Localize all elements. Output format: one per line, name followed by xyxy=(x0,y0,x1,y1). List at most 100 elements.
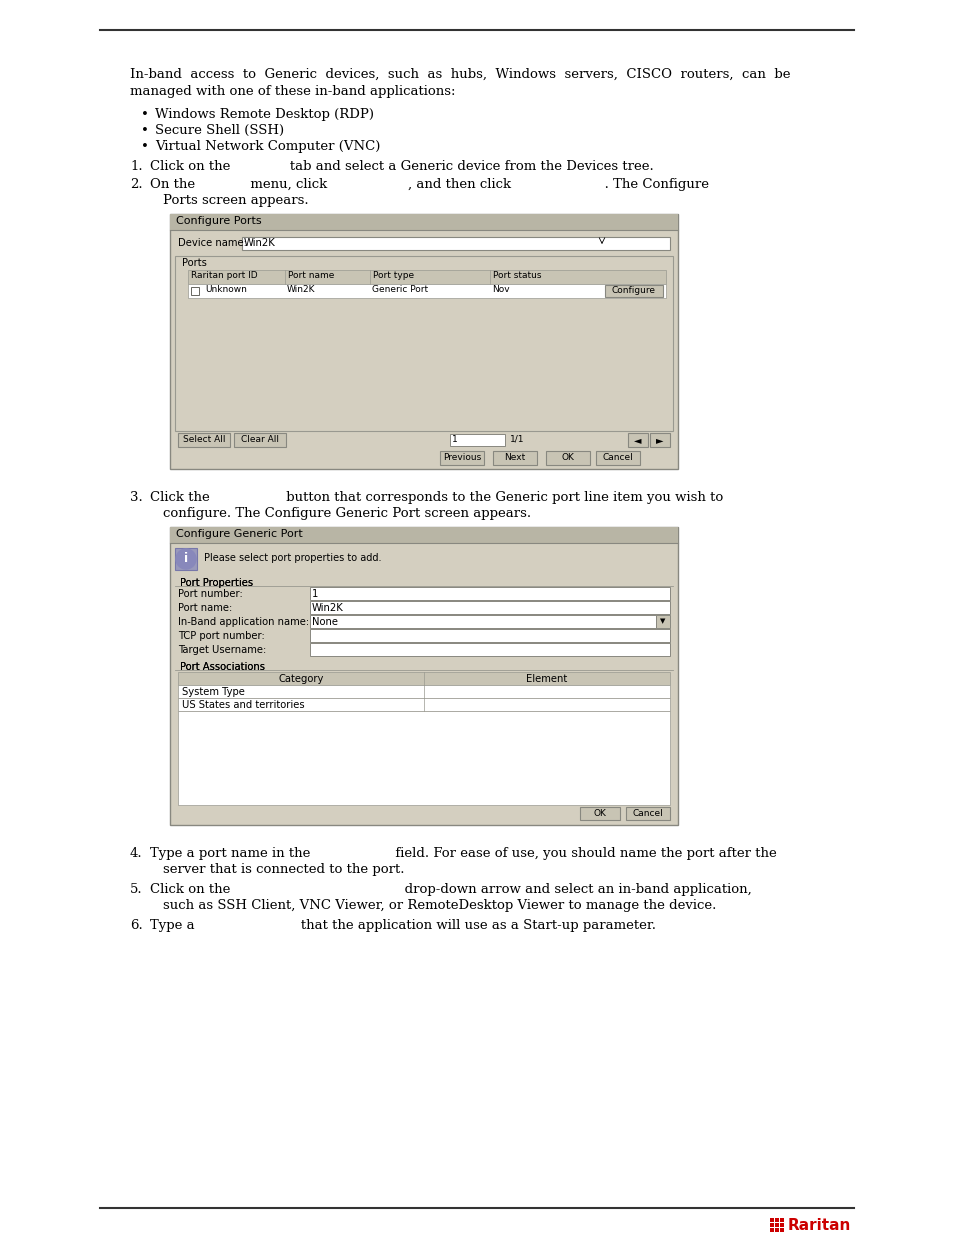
Text: Port name:: Port name: xyxy=(178,603,232,613)
Bar xyxy=(178,577,255,587)
Bar xyxy=(596,451,639,466)
Text: i: i xyxy=(184,552,188,564)
Bar xyxy=(178,672,669,685)
Bar xyxy=(625,806,669,820)
Bar xyxy=(545,451,589,466)
Text: Ports screen appears.: Ports screen appears. xyxy=(163,194,309,207)
Text: Unknown: Unknown xyxy=(205,285,247,294)
Bar xyxy=(310,587,669,600)
Text: Configure Ports: Configure Ports xyxy=(175,216,261,226)
Bar xyxy=(780,1223,783,1228)
Text: managed with one of these in-band applications:: managed with one of these in-band applic… xyxy=(130,85,455,98)
Text: Element: Element xyxy=(526,674,567,684)
Bar xyxy=(769,1223,773,1228)
Text: Secure Shell (SSH): Secure Shell (SSH) xyxy=(154,124,284,137)
Text: Port Properties: Port Properties xyxy=(180,578,253,588)
Text: 1.: 1. xyxy=(130,161,143,173)
Text: Select All: Select All xyxy=(183,435,225,445)
Bar xyxy=(780,1228,783,1233)
Bar xyxy=(191,287,199,295)
Bar xyxy=(769,1218,773,1221)
Bar xyxy=(174,548,196,571)
Text: Cancel: Cancel xyxy=(632,809,662,818)
Text: 4.: 4. xyxy=(130,847,143,860)
Text: ▼: ▼ xyxy=(659,618,665,624)
Text: 6.: 6. xyxy=(130,919,143,932)
Bar xyxy=(493,451,537,466)
Text: In-band  access  to  Generic  devices,  such  as  hubs,  Windows  servers,  CISC: In-band access to Generic devices, such … xyxy=(130,68,790,82)
Text: Click the                  button that corresponds to the Generic port line item: Click the button that corresponds to the… xyxy=(150,492,722,504)
Bar xyxy=(233,433,286,447)
Text: Ports: Ports xyxy=(182,258,207,268)
Bar xyxy=(178,685,669,698)
Text: Port Associations: Port Associations xyxy=(180,662,265,672)
Bar xyxy=(170,527,678,825)
Bar xyxy=(649,433,669,447)
Bar xyxy=(774,1223,779,1228)
Bar xyxy=(310,629,669,642)
Text: Click on the                                         drop-down arrow and select : Click on the drop-down arrow and select xyxy=(150,883,751,897)
Text: Port type: Port type xyxy=(373,270,414,280)
Bar xyxy=(439,451,483,466)
Text: Port Properties: Port Properties xyxy=(180,578,253,588)
Bar xyxy=(178,661,266,671)
Bar xyxy=(310,601,669,614)
Text: Win2K: Win2K xyxy=(244,238,275,248)
Text: Nov: Nov xyxy=(492,285,509,294)
Text: configure. The Configure Generic Port screen appears.: configure. The Configure Generic Port sc… xyxy=(163,508,531,520)
Bar xyxy=(310,643,669,656)
Text: In-Band application name:: In-Band application name: xyxy=(178,618,309,627)
Text: Configure Generic Port: Configure Generic Port xyxy=(175,529,302,538)
Text: Clear All: Clear All xyxy=(241,435,278,445)
Bar xyxy=(170,214,678,469)
Text: •: • xyxy=(141,140,149,153)
Text: Port Associations: Port Associations xyxy=(180,662,265,672)
Text: 5.: 5. xyxy=(130,883,143,897)
Circle shape xyxy=(175,550,195,569)
Text: Click on the              tab and select a Generic device from the Devices tree.: Click on the tab and select a Generic de… xyxy=(150,161,653,173)
Text: System Type: System Type xyxy=(182,687,245,697)
Bar xyxy=(170,214,678,230)
Text: Configure: Configure xyxy=(612,287,656,295)
Text: Target Username:: Target Username: xyxy=(178,645,266,655)
Bar xyxy=(178,698,669,711)
Text: Previous: Previous xyxy=(442,453,480,462)
Text: Raritan: Raritan xyxy=(787,1218,850,1233)
Text: US States and territories: US States and territories xyxy=(182,700,304,710)
Bar xyxy=(178,711,669,805)
Text: 1: 1 xyxy=(312,589,318,599)
Text: Please select port properties to add.: Please select port properties to add. xyxy=(204,553,381,563)
Text: OK: OK xyxy=(593,809,606,818)
Text: On the             menu, click                   , and then click               : On the menu, click , and then click xyxy=(150,178,708,191)
Bar xyxy=(188,270,665,284)
Text: Type a port name in the                    field. For ease of use, you should na: Type a port name in the field. For ease … xyxy=(150,847,776,860)
Text: TCP port number:: TCP port number: xyxy=(178,631,265,641)
Text: 2.: 2. xyxy=(130,178,143,191)
Text: •: • xyxy=(141,124,149,137)
Bar xyxy=(242,237,669,249)
Text: OK: OK xyxy=(561,453,574,462)
Text: 1: 1 xyxy=(452,435,457,445)
Bar xyxy=(579,806,619,820)
Bar xyxy=(780,1218,783,1221)
Text: 1/1: 1/1 xyxy=(510,435,524,445)
Bar xyxy=(774,1218,779,1221)
Text: Category: Category xyxy=(278,674,323,684)
Text: Port status: Port status xyxy=(493,270,541,280)
Text: Port name: Port name xyxy=(288,270,334,280)
Text: •: • xyxy=(141,107,149,121)
Text: Port number:: Port number: xyxy=(178,589,242,599)
Text: Cancel: Cancel xyxy=(602,453,633,462)
Text: Generic Port: Generic Port xyxy=(372,285,428,294)
Text: Windows Remote Desktop (RDP): Windows Remote Desktop (RDP) xyxy=(154,107,374,121)
Bar xyxy=(627,433,647,447)
Text: such as SSH Client, VNC Viewer, or RemoteDesktop Viewer to manage the device.: such as SSH Client, VNC Viewer, or Remot… xyxy=(163,899,716,911)
Text: Win2K: Win2K xyxy=(287,285,315,294)
Text: Raritan port ID: Raritan port ID xyxy=(191,270,257,280)
Bar xyxy=(450,433,504,446)
Bar xyxy=(769,1228,773,1233)
Text: Type a                         that the application will use as a Start-up param: Type a that the application will use as … xyxy=(150,919,656,932)
Bar xyxy=(170,527,678,543)
Text: 3.: 3. xyxy=(130,492,143,504)
Bar xyxy=(178,433,230,447)
